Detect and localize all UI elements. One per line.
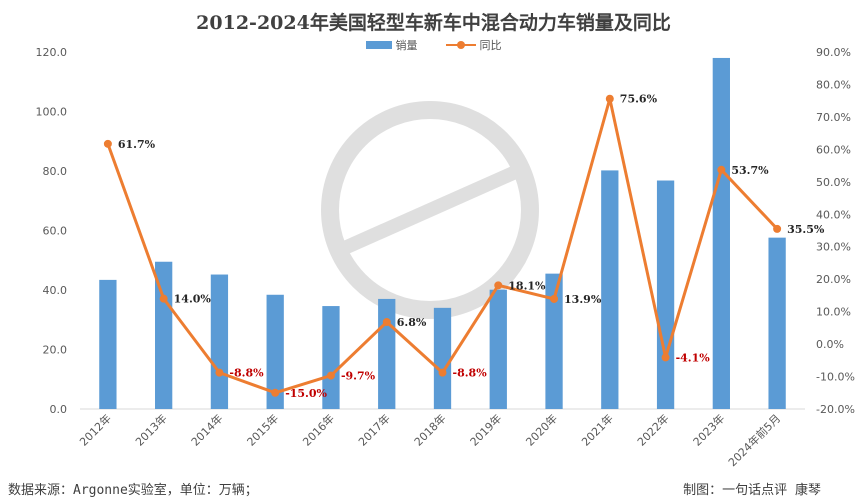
legend-label-yoy: 同比 bbox=[479, 39, 502, 52]
x-tick-label: 2012年 bbox=[77, 411, 114, 448]
left-tick-label: 40.0 bbox=[43, 284, 68, 297]
left-axis: 0.0 20.0 40.0 60.0 80.0 100.0 120.0 bbox=[36, 46, 68, 416]
bar bbox=[210, 274, 229, 409]
right-tick-label: 70.0% bbox=[816, 111, 851, 124]
x-tick-label: 2016年 bbox=[300, 411, 337, 448]
right-tick-label: 50.0% bbox=[816, 176, 851, 189]
right-tick-label: 60.0% bbox=[816, 143, 851, 156]
line-data-label: -9.7% bbox=[341, 370, 376, 383]
chart-legend: 销量 同比 bbox=[0, 37, 867, 53]
line-data-label: 75.6% bbox=[620, 93, 658, 106]
line-point bbox=[159, 294, 168, 303]
bar bbox=[712, 57, 730, 409]
legend-line-swatch bbox=[445, 40, 476, 50]
line-point bbox=[103, 139, 112, 148]
x-tick-label: 2013年 bbox=[132, 411, 169, 448]
bar bbox=[155, 261, 173, 409]
line-point bbox=[550, 294, 559, 303]
bar bbox=[266, 294, 284, 409]
x-axis: 2012年 2013年 2014年 2015年 2016年 2017年 2018年 2019年… bbox=[77, 411, 784, 469]
left-tick-label: 100.0 bbox=[36, 106, 68, 119]
x-tick-label: 2018年 bbox=[411, 411, 448, 448]
line-data-label: -4.1% bbox=[676, 351, 711, 364]
footer-credit: 制图：一句话点评 康琴 bbox=[683, 483, 821, 498]
line-data-label: 53.7% bbox=[731, 164, 769, 177]
right-tick-label: 30.0% bbox=[816, 241, 851, 254]
x-tick-label: 2014年 bbox=[188, 411, 225, 448]
legend-item-yoy: 同比 bbox=[445, 37, 502, 53]
right-tick-label: 0.0% bbox=[816, 338, 844, 351]
x-tick-label: 2015年 bbox=[244, 411, 281, 448]
line-data-label: 18.1% bbox=[508, 279, 546, 292]
line-data-label: 6.8% bbox=[397, 316, 427, 329]
line-point bbox=[494, 281, 503, 290]
line-point bbox=[382, 318, 391, 327]
line-point bbox=[717, 165, 726, 174]
x-tick-label: 2020年 bbox=[523, 411, 560, 448]
bar bbox=[545, 273, 563, 409]
line-point bbox=[773, 224, 782, 233]
line-data-label: 35.5% bbox=[787, 223, 825, 236]
right-tick-label: 90.0% bbox=[816, 46, 851, 59]
left-tick-label: 0.0 bbox=[50, 403, 68, 416]
line-point bbox=[438, 368, 447, 377]
line-data-label: -8.8% bbox=[229, 367, 264, 380]
legend-label-sales: 销量 bbox=[395, 39, 418, 52]
left-tick-label: 60.0 bbox=[43, 225, 68, 238]
line-point bbox=[326, 371, 335, 380]
right-tick-label: -10.0% bbox=[816, 371, 855, 384]
bar bbox=[768, 237, 786, 409]
x-tick-label: 2022年 bbox=[634, 411, 671, 448]
legend-bar-swatch bbox=[365, 41, 392, 49]
line-data-label: -8.8% bbox=[453, 367, 488, 380]
line-data-label: 14.0% bbox=[174, 293, 212, 306]
bar-series bbox=[99, 57, 786, 409]
footer-source: 数据来源：Argonne实验室，单位：万辆； bbox=[8, 483, 258, 498]
line-point bbox=[661, 353, 670, 362]
right-axis: -20.0% -10.0% 0.0% 10.0% 20.0% 30.0% 40.0% 50.0… bbox=[816, 46, 855, 416]
left-tick-label: 20.0 bbox=[43, 344, 68, 357]
bar bbox=[489, 289, 507, 409]
line-point bbox=[215, 368, 224, 377]
data-labels: 61.7% 14.0% -8.8% -15.0% -9.7% 6.8% -8.8% 18.1%… bbox=[118, 93, 825, 400]
left-tick-label: 80.0 bbox=[43, 165, 68, 178]
line-point bbox=[271, 388, 280, 397]
x-tick-label: 2024年前5月 bbox=[725, 411, 783, 469]
line-data-label: 61.7% bbox=[118, 138, 156, 151]
x-tick-label: 2021年 bbox=[578, 411, 615, 448]
line-data-label: 13.9% bbox=[564, 293, 602, 306]
bar bbox=[378, 298, 396, 409]
left-tick-label: 120.0 bbox=[36, 46, 68, 59]
line-point bbox=[605, 94, 614, 103]
x-tick-label: 2017年 bbox=[355, 411, 392, 448]
right-tick-label: 40.0% bbox=[816, 208, 851, 221]
right-tick-label: -20.0% bbox=[816, 403, 855, 416]
right-tick-label: 10.0% bbox=[816, 306, 851, 319]
bar bbox=[601, 170, 619, 409]
bar bbox=[433, 307, 452, 409]
chart-title: 2012-2024年美国轻型车新车中混合动力车销量及同比 bbox=[196, 12, 671, 34]
line-data-label: -15.0% bbox=[285, 387, 327, 400]
x-tick-label: 2023年 bbox=[690, 411, 727, 448]
right-tick-label: 20.0% bbox=[816, 273, 851, 286]
x-tick-label: 2019年 bbox=[467, 411, 504, 448]
right-tick-label: 80.0% bbox=[816, 78, 851, 91]
bar bbox=[322, 306, 340, 409]
legend-item-sales: 销量 bbox=[365, 37, 418, 53]
bar bbox=[99, 279, 117, 409]
watermark-logo-icon bbox=[321, 101, 539, 319]
bar bbox=[656, 180, 675, 409]
line-series bbox=[103, 94, 782, 397]
